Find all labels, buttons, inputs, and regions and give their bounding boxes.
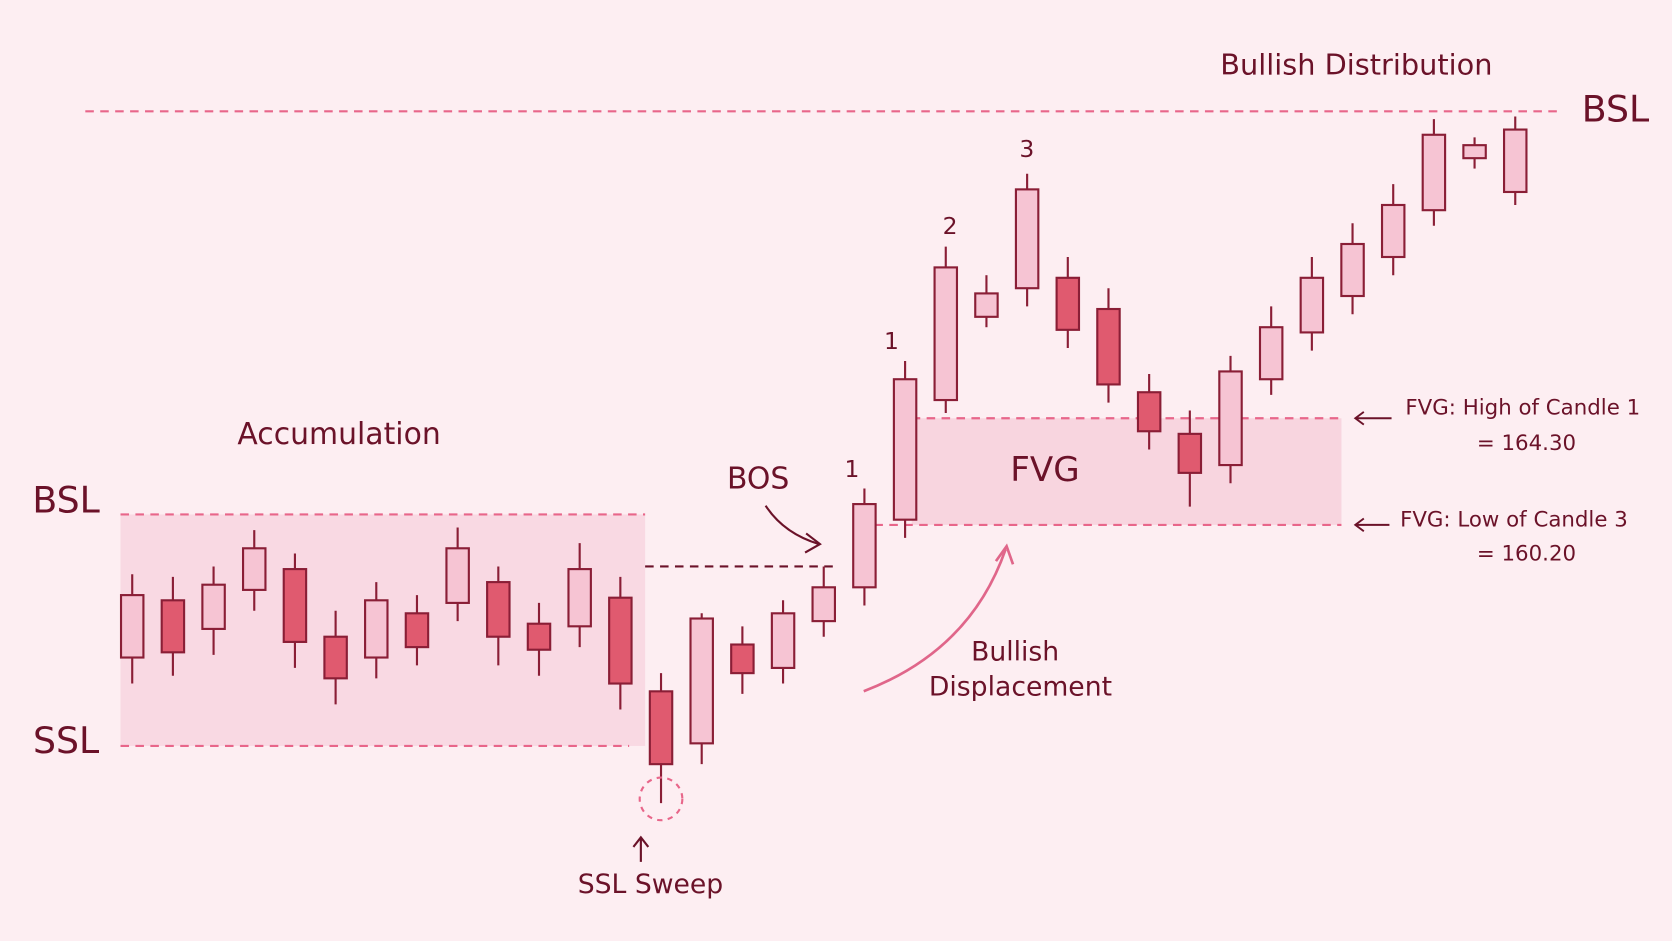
fvg-label: FVG	[1010, 450, 1079, 490]
bos-arrow	[764, 505, 820, 546]
candle-number: 1	[884, 327, 899, 355]
candle-body	[730, 643, 755, 675]
candle-body	[1096, 307, 1121, 386]
candle-body	[1380, 203, 1406, 259]
candle-body	[811, 586, 836, 623]
candle-body	[608, 596, 633, 685]
zones: FVG	[120, 418, 1342, 746]
candle-body	[567, 568, 592, 628]
levels: BSL BSL SSL	[32, 87, 1649, 761]
candle-body	[486, 581, 511, 638]
candle-body	[1299, 276, 1325, 334]
fvg-high-caption: FVG: High of Candle 1	[1405, 396, 1640, 421]
candle-body	[933, 266, 959, 402]
candle-body	[526, 622, 552, 651]
candle-body	[119, 594, 145, 659]
fvg-high-arrow	[1353, 411, 1392, 426]
candle-number: 3	[1019, 135, 1034, 163]
candle-body	[1177, 432, 1203, 474]
fvg-high-value: = 164.30	[1477, 431, 1576, 456]
candle-body	[364, 599, 389, 659]
displacement-arrow-head	[994, 543, 1015, 565]
candle-body	[689, 617, 714, 745]
candle-body	[404, 612, 430, 649]
bos-label: BOS	[727, 462, 789, 497]
candle-body	[852, 503, 877, 589]
level-label: SSL	[33, 719, 99, 762]
candle-body	[892, 378, 918, 521]
candle-body	[160, 599, 186, 654]
candle-body	[282, 568, 308, 643]
accumulation-label: Accumulation	[237, 417, 440, 452]
candle-body	[323, 635, 348, 680]
chart-title: Bullish Distribution	[1220, 47, 1492, 81]
fvg-low-value: = 160.20	[1477, 542, 1576, 567]
sweep-arrow	[632, 835, 650, 862]
candle-body	[201, 583, 226, 630]
candle-body	[1055, 276, 1081, 331]
sweep-marker	[638, 776, 684, 822]
displacement-label: Displacement	[929, 672, 1112, 703]
candle-body	[1258, 326, 1284, 381]
displacement-arrow	[863, 548, 1007, 693]
candle-body	[1421, 133, 1447, 212]
fvg-low-caption: FVG: Low of Candle 3	[1400, 508, 1628, 533]
annotations: Bullish Distribution Accumulation BOS Bu…	[237, 47, 1640, 899]
candle-number: 2	[943, 212, 958, 240]
candle-body	[974, 292, 999, 318]
level-label: BSL	[32, 479, 99, 522]
candle-body	[770, 612, 796, 669]
candle-body	[1502, 128, 1528, 194]
candle-body	[648, 690, 674, 766]
candle-body	[445, 547, 470, 604]
candle-body	[1462, 144, 1487, 160]
candle-body	[1340, 242, 1365, 298]
sweep-label: SSL Sweep	[578, 869, 724, 900]
displacement-label: Bullish	[971, 636, 1059, 667]
candle-body	[241, 547, 267, 591]
fvg-zone	[911, 418, 1342, 525]
candle-body	[1218, 370, 1243, 467]
candle-number: 1	[845, 455, 860, 483]
candle-body	[1136, 391, 1162, 433]
fvg-low-arrow	[1353, 517, 1390, 533]
candles	[119, 116, 1528, 822]
bos-arrow-head	[804, 532, 822, 554]
candle-body	[1014, 188, 1040, 290]
level-label: BSL	[1582, 87, 1649, 130]
